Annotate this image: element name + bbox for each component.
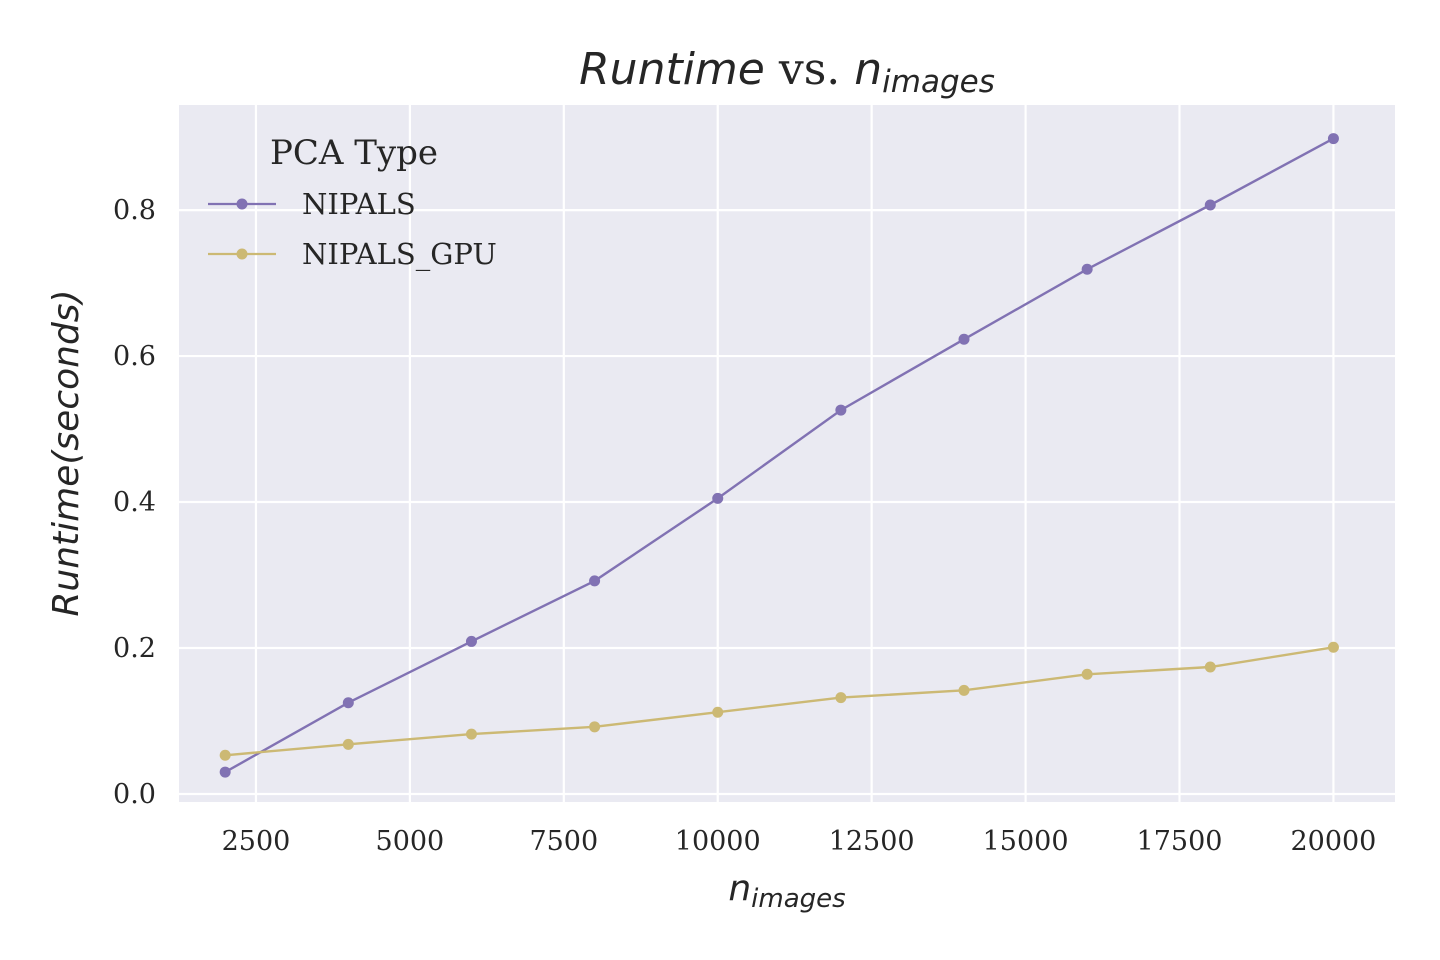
data-point-nipals xyxy=(958,333,970,345)
data-point-nipals-gpu xyxy=(1081,668,1093,680)
title-sub: images xyxy=(882,64,995,100)
data-point-nipals xyxy=(219,766,231,778)
y-tick-label: 0.2 xyxy=(113,633,156,664)
x-tick-label: 20000 xyxy=(1290,826,1376,857)
data-point-nipals-gpu xyxy=(1204,661,1216,673)
data-point-nipals-gpu xyxy=(712,706,724,718)
x-tick-label: 17500 xyxy=(1137,826,1223,857)
y-tick-label: 0.0 xyxy=(113,779,156,810)
x-tick-label: 5000 xyxy=(376,826,445,857)
data-point-nipals xyxy=(589,575,601,587)
data-point-nipals-gpu xyxy=(219,749,231,761)
data-point-nipals-gpu xyxy=(589,721,601,733)
x-tick-label: 10000 xyxy=(675,826,761,857)
data-point-nipals-gpu xyxy=(465,728,477,740)
data-point-nipals xyxy=(835,404,847,416)
data-point-nipals-gpu xyxy=(958,684,970,696)
x-tick-label: 15000 xyxy=(983,826,1069,857)
data-point-nipals xyxy=(1081,263,1093,275)
y-axis-label: Runtime(seconds) xyxy=(46,289,87,616)
y-tick-label: 0.8 xyxy=(113,195,156,226)
tick-labels: 2500 5000 7500 10000 12500 15000 17500 20000 0.0… xyxy=(113,195,1376,857)
series-nipals xyxy=(219,133,1339,778)
series-line-nipals xyxy=(224,137,1334,774)
data-point-nipals-gpu xyxy=(835,692,847,704)
legend-title: PCA Type xyxy=(270,133,438,173)
data-point-nipals xyxy=(712,492,724,504)
legend-label-nipals-gpu: NIPALS_GPU xyxy=(302,237,497,272)
legend-marker-nipals xyxy=(236,198,248,210)
x-tick-label: 2500 xyxy=(222,826,291,857)
y-tick-label: 0.4 xyxy=(113,487,156,518)
data-point-nipals xyxy=(1204,199,1216,211)
series-nipals-gpu xyxy=(219,641,1339,761)
xlabel-var: n xyxy=(728,868,751,909)
data-point-nipals-gpu xyxy=(342,738,354,750)
y-tick-label: 0.6 xyxy=(113,341,156,372)
x-axis-label: nimages xyxy=(728,868,845,914)
title-var: n xyxy=(854,44,882,95)
series-line-nipals-gpu xyxy=(225,646,1334,757)
legend-marker-nipals-gpu xyxy=(236,248,248,260)
title-vs: vs. xyxy=(765,44,854,95)
legend-label-nipals: NIPALS xyxy=(302,187,416,221)
data-point-nipals-gpu xyxy=(1327,641,1339,653)
data-point-nipals xyxy=(465,635,477,647)
data-point-nipals xyxy=(342,697,354,709)
grid-lines xyxy=(179,105,1395,802)
xlabel-sub: images xyxy=(751,884,846,914)
series-lines xyxy=(219,133,1339,778)
data-point-nipals xyxy=(1327,133,1339,145)
chart-title: Runtime vs. nimages xyxy=(579,44,995,100)
title-main: Runtime xyxy=(579,44,765,95)
x-tick-label: 12500 xyxy=(829,826,915,857)
legend: PCA Type NIPALS NIPALS_GPU xyxy=(208,133,497,272)
x-tick-label: 7500 xyxy=(529,826,598,857)
